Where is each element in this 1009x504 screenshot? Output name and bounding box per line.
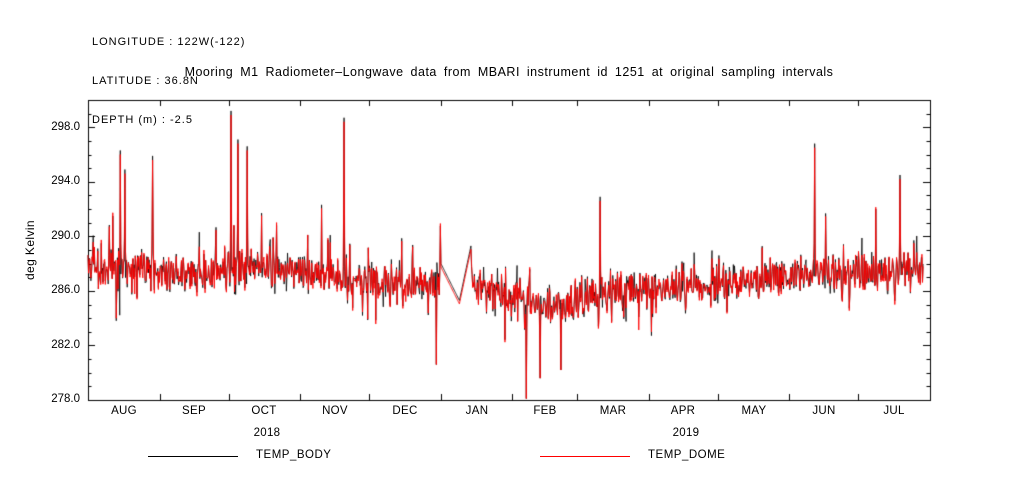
y-tick-label: 290.0 — [51, 230, 80, 242]
x-tick-label: MAY — [741, 405, 767, 417]
legend-label-temp-dome: TEMP_DOME — [648, 449, 726, 461]
x-tick-label: JUN — [812, 405, 836, 417]
year-label-2019: 2019 — [672, 427, 700, 439]
header-latitude: LATITUDE : 36.8N — [92, 75, 199, 87]
legend-line-temp-dome — [540, 456, 630, 457]
x-tick-label: SEP — [182, 405, 206, 417]
y-tick-label: 282.0 — [51, 339, 80, 351]
header-longitude: LONGITUDE : 122W(-122) — [92, 36, 246, 48]
x-tick-label: MAR — [599, 405, 627, 417]
legend-label-temp-body: TEMP_BODY — [256, 449, 332, 461]
chart-title: Mooring M1 Radiometer–Longwave data from… — [184, 65, 834, 79]
header-block: LONGITUDE : 122W(-122) LATITUDE : 36.8N … — [92, 10, 245, 153]
x-tick-label: APR — [670, 405, 696, 417]
y-tick-label: 278.0 — [51, 393, 80, 405]
x-tick-label: AUG — [111, 405, 137, 417]
y-tick-label: 298.0 — [51, 121, 80, 133]
header-depth: DEPTH (m) : -2.5 — [92, 114, 193, 126]
x-tick-label: FEB — [533, 405, 557, 417]
y-tick-label: 294.0 — [51, 175, 80, 187]
x-tick-label: OCT — [251, 405, 277, 417]
x-tick-label: NOV — [322, 405, 348, 417]
x-tick-label: JAN — [465, 405, 489, 417]
y-tick-label: 286.0 — [51, 284, 80, 296]
legend-line-temp-body — [148, 456, 238, 457]
x-tick-label: JUL — [883, 405, 905, 417]
x-tick-label: DEC — [392, 405, 418, 417]
year-label-2018: 2018 — [253, 427, 281, 439]
